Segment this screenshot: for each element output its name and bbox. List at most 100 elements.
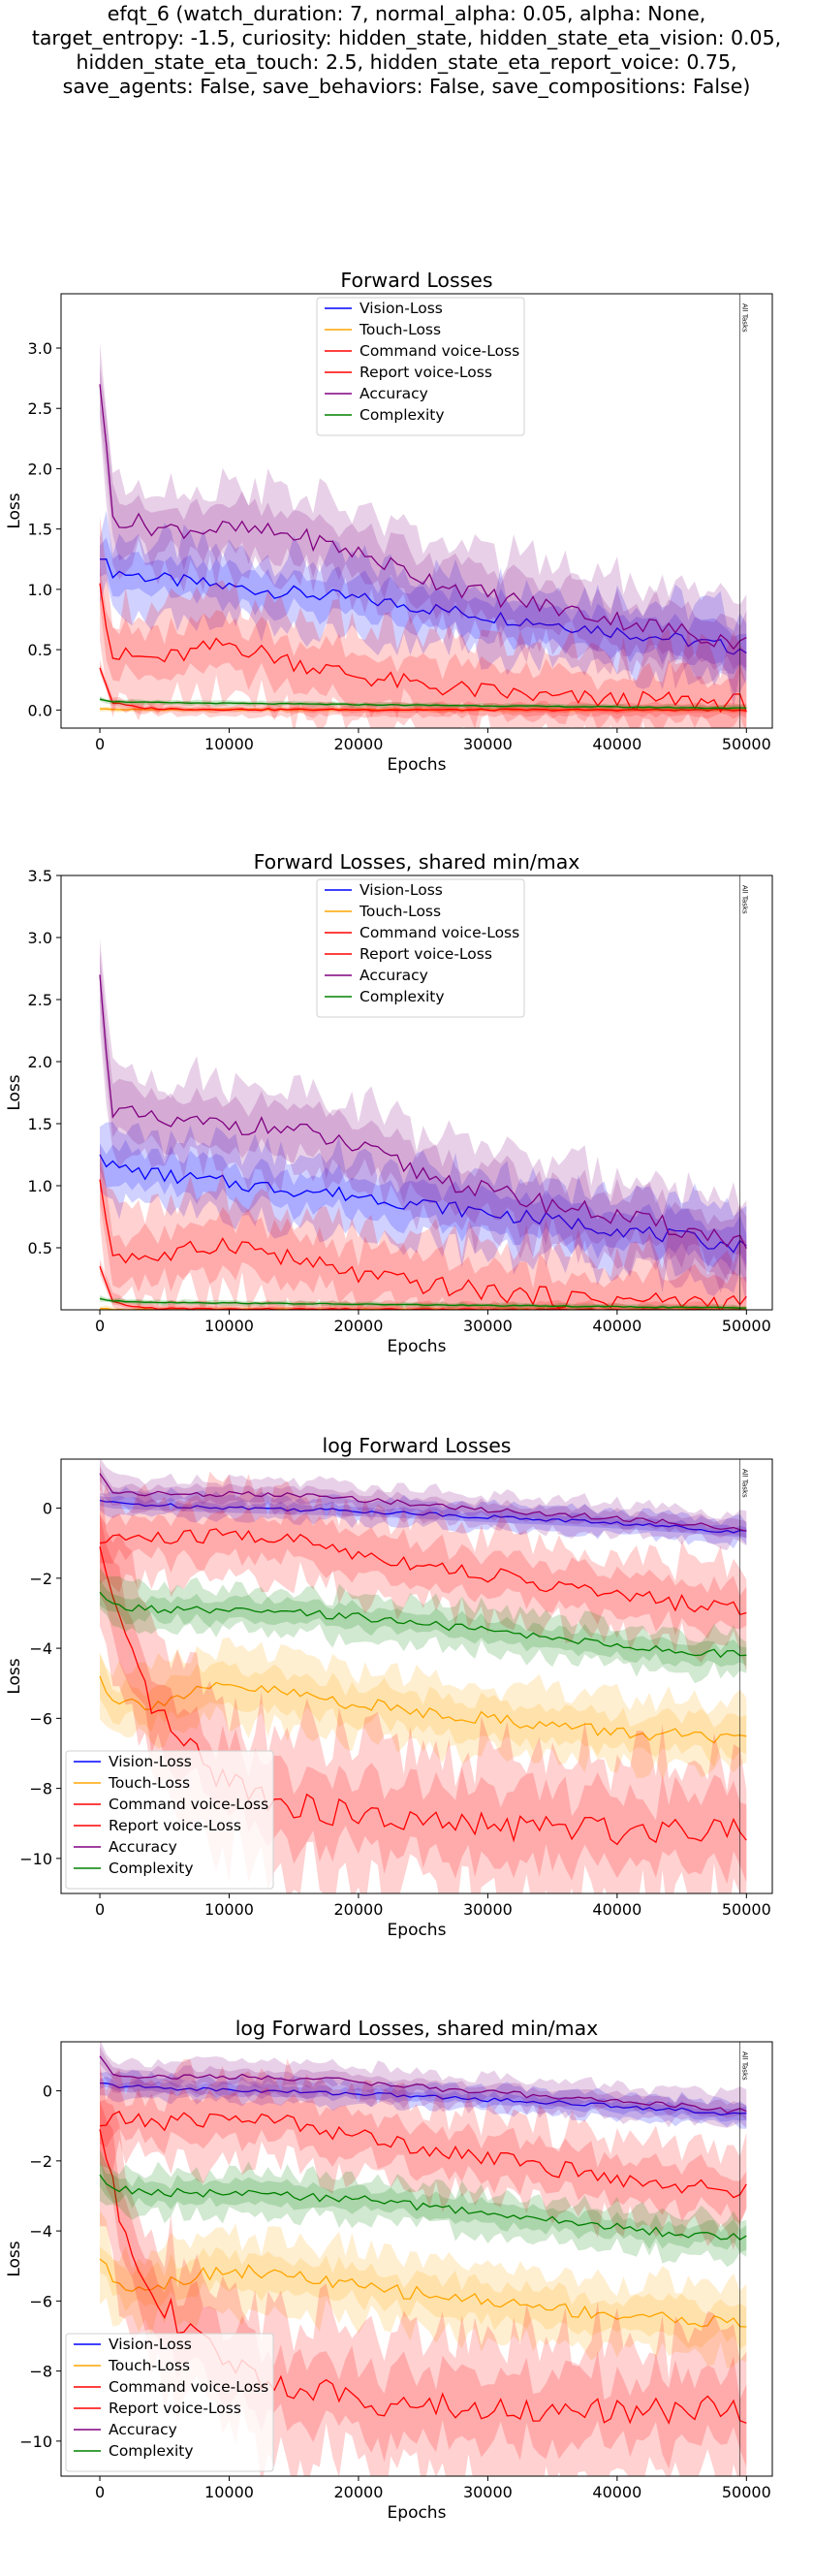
legend-entry: Vision-Loss — [360, 881, 443, 899]
chart-title: log Forward Losses — [323, 1434, 512, 1457]
x-tick-label: 10000 — [204, 2483, 254, 2501]
axes-frame — [60, 293, 773, 729]
band-touch-loss — [100, 1637, 747, 1781]
line-complexity — [99, 1591, 747, 1659]
x-axis-label: Epochs — [388, 1337, 447, 1356]
band-command-voice-loss — [100, 2058, 747, 2250]
line-report-voice-loss — [99, 1265, 736, 1310]
band-vision-loss — [100, 2070, 747, 2129]
legend-entry: Complexity — [360, 406, 445, 424]
y-tick-label: 1.5 — [28, 1115, 52, 1133]
chart-log-forward-losses-shared: log Forward Losses, shared min/max All Ta… — [5, 2017, 773, 2523]
line-accuracy — [99, 974, 747, 1249]
band-complexity — [100, 1568, 747, 1684]
x-tick-label: 50000 — [722, 1900, 771, 1919]
legend-entry: Accuracy — [360, 385, 428, 402]
y-tick-label: −8 — [29, 2363, 52, 2381]
x-tick-label: 0 — [95, 735, 105, 753]
legend-entry: Command voice-Loss — [360, 342, 519, 360]
band-command-voice-loss — [100, 566, 747, 728]
x-tick-label: 50000 — [722, 2483, 771, 2501]
line-report-voice-loss — [99, 667, 747, 712]
y-tick-label: −10 — [19, 2433, 52, 2451]
band-vision-loss — [100, 1495, 747, 1538]
x-tick-label: 30000 — [463, 1900, 513, 1919]
series-accuracy — [99, 342, 747, 708]
plot-area — [99, 2042, 747, 2476]
x-tick-label: 10000 — [204, 735, 254, 753]
x-tick-label: 50000 — [722, 735, 771, 753]
series-command-voice-loss — [99, 1471, 747, 1671]
y-tick-label: 2.0 — [28, 1053, 52, 1071]
legend-entry: Vision-Loss — [109, 2336, 192, 2353]
y-axis-label: Loss — [5, 2241, 24, 2276]
legend-entry: Complexity — [360, 988, 445, 1005]
legend-box — [316, 297, 525, 436]
y-tick-label: 2.0 — [28, 460, 52, 478]
x-tick-label: 0 — [95, 1900, 105, 1919]
x-tick-label: 0 — [95, 1317, 105, 1335]
figure-suptitle: efqt_6 (watch_duration: 7, normal_alpha:… — [0, 2, 813, 99]
y-axis-label: Loss — [5, 1658, 24, 1694]
series-complexity — [99, 1294, 747, 1310]
y-tick-label: 0 — [43, 2083, 52, 2101]
series-touch-loss — [99, 1637, 747, 1781]
legend-box — [65, 1750, 274, 1890]
y-tick-label: 0.5 — [28, 1239, 52, 1257]
legend-entry: Touch-Loss — [359, 903, 441, 920]
band-vision-loss — [100, 537, 747, 675]
series-accuracy — [99, 2042, 747, 2128]
x-tick-label: 40000 — [592, 1900, 641, 1919]
chart-log-forward-losses: log Forward Losses All Tasks 0 10000 20000 30… — [5, 1434, 773, 1940]
legend-entry: Accuracy — [360, 967, 428, 984]
series-vision-loss — [99, 510, 747, 693]
x-tick-label: 20000 — [333, 2483, 383, 2501]
legend-box — [316, 878, 525, 1018]
band-touch-loss — [100, 1652, 747, 1767]
band-command-voice-loss — [100, 1158, 747, 1310]
line-vision-loss — [99, 1499, 747, 1534]
band-vision-loss — [100, 1486, 747, 1549]
series-vision-loss — [99, 1486, 747, 1549]
series-complexity — [99, 1568, 747, 1684]
line-touch-loss — [99, 1675, 747, 1744]
legend-box — [65, 2333, 274, 2472]
y-tick-label: 2.5 — [28, 399, 52, 418]
legend-entry: Command voice-Loss — [109, 1796, 268, 1813]
band-accuracy — [100, 2046, 747, 2120]
x-tick-label: 30000 — [463, 2483, 513, 2501]
y-tick-label: −4 — [29, 2222, 52, 2241]
legend-entry: Complexity — [109, 2442, 194, 2460]
line-command-voice-loss — [99, 2111, 747, 2199]
line-complexity — [99, 1297, 747, 1309]
y-tick-label: −6 — [29, 2292, 52, 2310]
band-command-voice-loss — [100, 1501, 747, 1639]
legend: Vision-Loss Touch-Loss Command voice-Loss R… — [316, 297, 525, 436]
y-tick-label: −6 — [29, 1709, 52, 1728]
y-axis-label: Loss — [5, 1074, 24, 1110]
legend-entry: Report voice-Loss — [360, 364, 492, 381]
x-tick-label: 40000 — [592, 735, 641, 753]
series-touch-loss — [99, 2210, 747, 2369]
legend-entry: Complexity — [109, 1860, 194, 1877]
band-touch-loss — [100, 2246, 747, 2350]
band-report-voice-loss — [100, 659, 747, 719]
legend-entry: Touch-Loss — [359, 321, 441, 338]
line-accuracy — [99, 384, 747, 651]
y-tick-label: −4 — [29, 1639, 52, 1658]
band-vision-loss — [100, 2077, 747, 2122]
legend-entry: Report voice-Loss — [360, 945, 492, 963]
y-tick-label: 0.0 — [28, 701, 52, 719]
x-axis-label: Epochs — [388, 2503, 447, 2523]
y-tick-label: 1.0 — [28, 1177, 52, 1195]
band-accuracy — [100, 1465, 747, 1539]
legend-entry: Report voice-Loss — [109, 1817, 241, 1834]
chart-title: Forward Losses, shared min/max — [254, 850, 580, 874]
line-complexity — [99, 2174, 747, 2241]
line-accuracy — [99, 2055, 747, 2115]
band-command-voice-loss — [100, 1471, 747, 1671]
band-accuracy — [100, 938, 747, 1304]
x-tick-label: 10000 — [204, 1900, 254, 1919]
band-accuracy — [100, 364, 747, 671]
axes-frame — [60, 1458, 773, 1894]
